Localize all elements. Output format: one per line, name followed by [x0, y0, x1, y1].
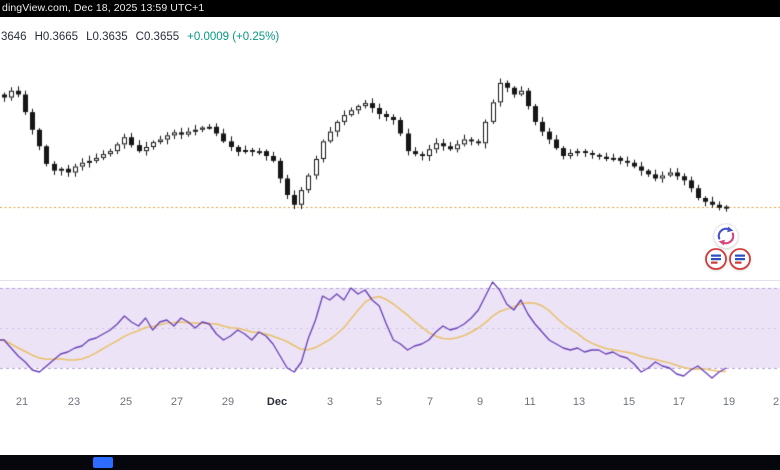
price-chart-canvas[interactable] — [0, 48, 780, 280]
bottom-bar-logo-icon[interactable] — [93, 457, 113, 468]
time-axis-label: 21 — [15, 396, 29, 408]
time-axis-label: 3 — [326, 396, 334, 408]
time-axis-label: Dec — [266, 396, 288, 408]
change-value: +0.0009 (+0.25%) — [187, 31, 280, 43]
oscillator-pane-canvas[interactable] — [0, 276, 780, 398]
time-axis-label: 23 — [67, 396, 81, 408]
time-axis-label: 19 — [722, 396, 736, 408]
time-axis-label: 27 — [170, 396, 184, 408]
time-axis-label: 29 — [221, 396, 235, 408]
time-axis-label: 2 — [772, 396, 780, 408]
status-bar-text: dingView.com, Dec 18, 2025 13:59 UTC+1 — [2, 2, 205, 14]
time-axis-label: 15 — [622, 396, 636, 408]
time-axis-label: 25 — [119, 396, 133, 408]
low-value: L0.3635 — [86, 31, 128, 43]
exchange-logo-icon — [729, 248, 751, 270]
provider-logo-stack — [704, 223, 758, 271]
time-axis-label: 5 — [375, 396, 383, 408]
time-axis-label: 17 — [672, 396, 686, 408]
time-axis[interactable]: 21 23 25 27 29 Dec 3 5 7 9 11 13 15 17 19 2 — [0, 396, 780, 410]
open-value: 3646 — [1, 31, 27, 43]
time-axis-label: 9 — [476, 396, 484, 408]
close-value: C0.3655 — [135, 31, 180, 43]
bottom-bar — [0, 455, 780, 470]
time-axis-label: 7 — [426, 396, 434, 408]
time-axis-label: 11 — [524, 396, 536, 408]
ohlc-readout: 3646 H0.3665 L0.3635 C0.3655 +0.0009 (+0… — [1, 31, 279, 43]
sync-arrows-logo-icon[interactable] — [713, 223, 739, 249]
status-bar: dingView.com, Dec 18, 2025 13:59 UTC+1 — [0, 0, 780, 17]
time-axis-label: 13 — [572, 396, 586, 408]
high-value: H0.3665 — [34, 31, 79, 43]
exchange-logo-icon — [705, 248, 727, 270]
